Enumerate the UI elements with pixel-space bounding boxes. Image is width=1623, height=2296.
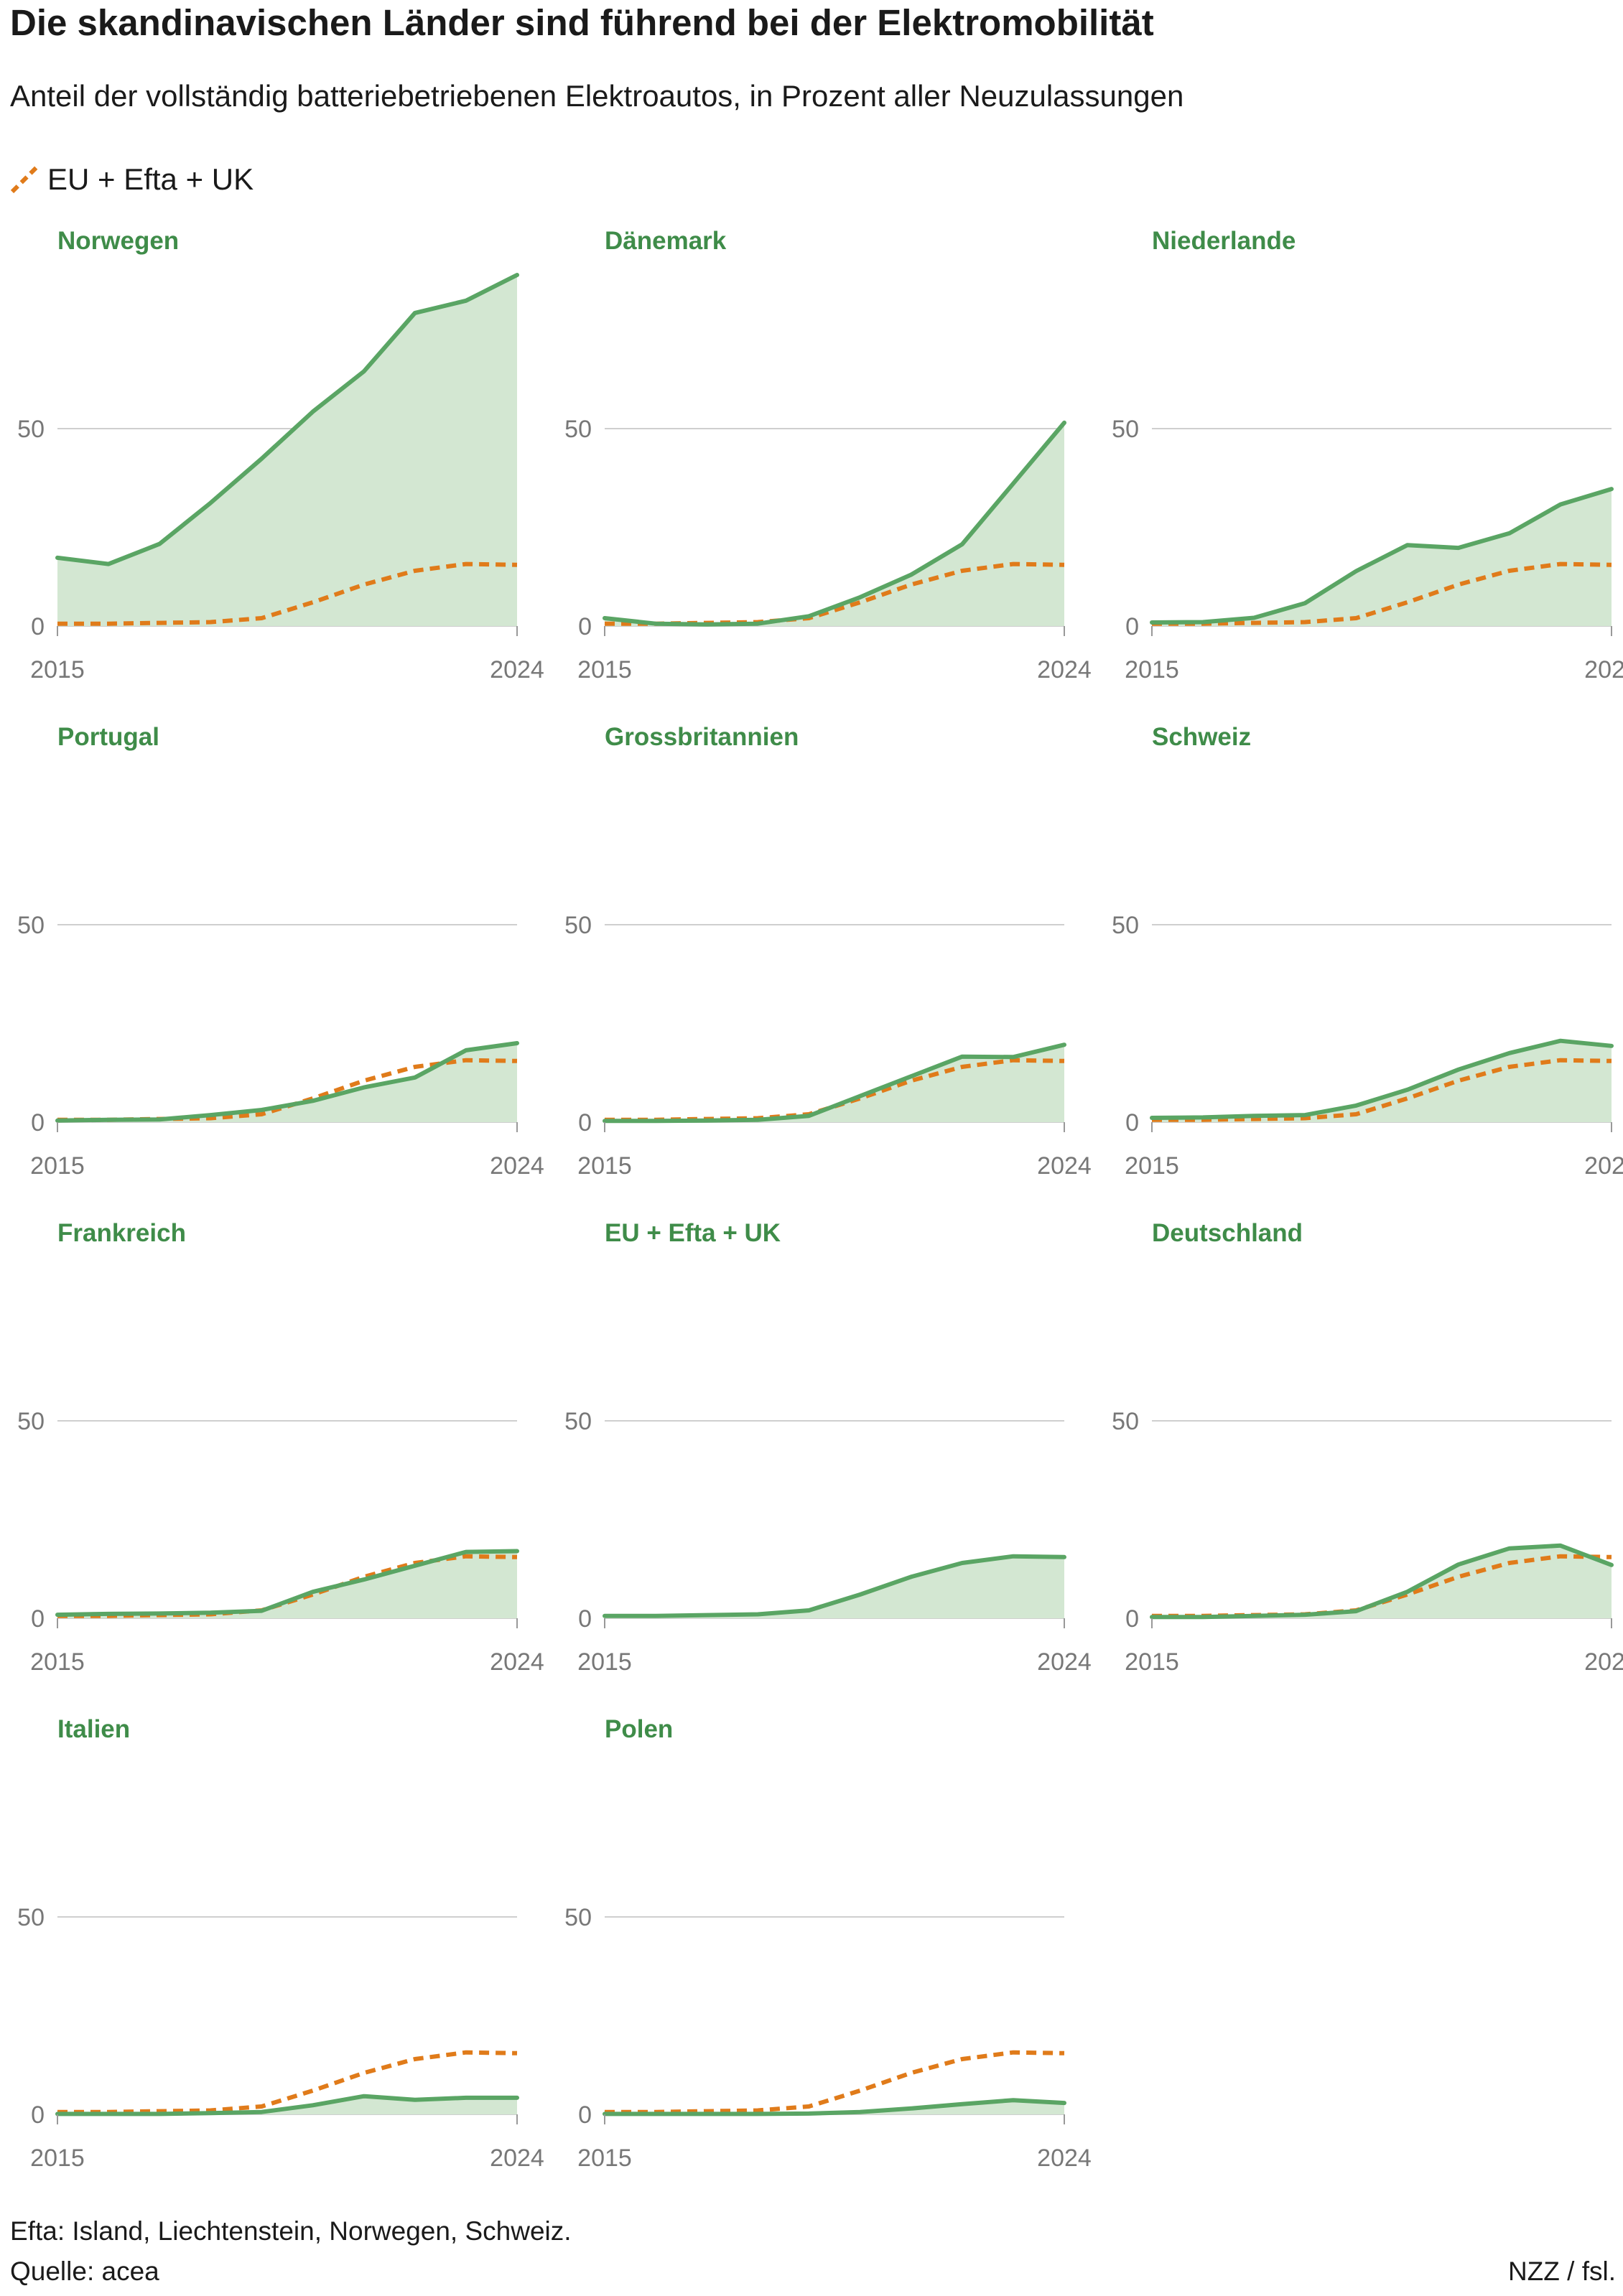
panel-title: Polen — [605, 1715, 673, 1743]
panel-title: Norwegen — [57, 227, 179, 255]
series-line — [1150, 487, 1614, 625]
y-tick-label: 50 — [564, 1904, 592, 1931]
y-tick-label: 50 — [564, 1408, 592, 1435]
y-tick-label: 0 — [1125, 1109, 1139, 1137]
credit: NZZ / fsl. — [1507, 2257, 1616, 2286]
series-area — [605, 1556, 1064, 1618]
y-tick-label: 0 — [1125, 1605, 1139, 1633]
x-tick-label: 2024 — [1037, 656, 1092, 683]
x-tick-label: 2024 — [1584, 1152, 1623, 1180]
chart-title: Die skandinavischen Länder sind führend … — [10, 2, 1154, 43]
y-tick-label: 50 — [17, 416, 45, 443]
series-line — [603, 1042, 1066, 1124]
x-tick-label: 2015 — [577, 2145, 632, 2172]
chart-subtitle: Anteil der vollständig batteriebetrieben… — [10, 79, 1184, 113]
series-line — [55, 1041, 519, 1123]
series-line — [55, 2094, 519, 2117]
panel-title: Deutschland — [1152, 1219, 1303, 1247]
footnote: Efta: Island, Liechtenstein, Norwegen, S… — [10, 2216, 572, 2246]
panel-frankreich: Frankreich 0 50 2015 2024 — [17, 1219, 544, 1676]
panel-schweiz: Schweiz 0 50 2015 2024 — [1112, 723, 1623, 1180]
x-tick-label: 2015 — [577, 1152, 632, 1180]
y-tick-label: 50 — [1112, 416, 1139, 443]
x-tick-label: 2015 — [30, 1152, 85, 1180]
y-tick-label: 0 — [578, 1109, 592, 1137]
panel-grossbritannien: Grossbritannien 0 50 2015 2024 — [564, 723, 1092, 1180]
x-tick-label: 2024 — [1037, 2145, 1092, 2172]
panel-italien: Italien 0 50 2015 2024 — [17, 1715, 544, 2172]
panel-eu-efta-uk: EU + Efta + UK 0 50 2015 2024 — [564, 1219, 1092, 1676]
y-tick-label: 0 — [31, 1605, 45, 1633]
panel-portugal: Portugal 0 50 2015 2024 — [17, 723, 544, 1180]
panel-title: Dänemark — [605, 227, 727, 255]
y-tick-label: 50 — [1112, 912, 1139, 939]
x-tick-label: 2024 — [490, 1648, 544, 1676]
series-line — [55, 1549, 519, 1618]
x-tick-label: 2024 — [1584, 1648, 1623, 1676]
panel-niederlande: Niederlande 0 50 2015 2024 — [1112, 227, 1623, 683]
series-area — [605, 422, 1064, 626]
series-area — [1152, 1545, 1612, 1618]
series-area — [1152, 489, 1612, 626]
panel-title: Grossbritannien — [605, 723, 799, 751]
y-tick-label: 0 — [578, 613, 592, 640]
x-tick-label: 2015 — [577, 656, 632, 683]
panel-deutschland: Deutschland 0 50 2015 2024 — [1112, 1219, 1623, 1676]
x-tick-label: 2015 — [577, 1648, 632, 1676]
x-tick-label: 2024 — [1037, 1152, 1092, 1180]
y-tick-label: 50 — [1112, 1408, 1139, 1435]
y-tick-label: 0 — [31, 2101, 45, 2129]
legend: EU + Efta + UK — [10, 159, 254, 200]
series-area — [57, 1551, 517, 1618]
x-tick-label: 2024 — [490, 2145, 544, 2172]
panel-title: Frankreich — [57, 1219, 186, 1247]
series-line — [603, 1554, 1066, 1618]
panel-title: Portugal — [57, 723, 159, 751]
series-line — [603, 420, 1066, 627]
x-tick-label: 2015 — [30, 656, 85, 683]
series-line — [1150, 1543, 1614, 1620]
panel-title: Schweiz — [1152, 723, 1251, 751]
x-tick-label: 2015 — [1125, 656, 1179, 683]
y-tick-label: 0 — [31, 613, 45, 640]
x-tick-label: 2024 — [490, 656, 544, 683]
y-tick-label: 0 — [578, 1605, 592, 1633]
x-tick-label: 2015 — [1125, 1648, 1179, 1676]
legend-dashed-line-icon — [10, 165, 39, 194]
y-tick-label: 50 — [17, 1408, 45, 1435]
panel-title: Niederlande — [1152, 227, 1296, 255]
series-area — [605, 2100, 1064, 2114]
panel-title: EU + Efta + UK — [605, 1219, 781, 1247]
x-tick-label: 2015 — [30, 1648, 85, 1676]
legend-label: EU + Efta + UK — [47, 162, 254, 196]
panel-polen: Polen 0 50 2015 2024 — [564, 1715, 1092, 2172]
y-tick-label: 50 — [17, 912, 45, 939]
y-tick-label: 0 — [578, 2101, 592, 2129]
series-area — [605, 1045, 1064, 1122]
y-tick-label: 50 — [17, 1904, 45, 1931]
x-tick-label: 2015 — [1125, 1152, 1179, 1180]
series-line — [1150, 1038, 1614, 1120]
y-tick-label: 0 — [1125, 613, 1139, 640]
panel-title: Italien — [57, 1715, 130, 1743]
panel-dänemark: Dänemark 0 50 2015 2024 — [564, 227, 1092, 683]
x-tick-label: 2024 — [1584, 656, 1623, 683]
x-tick-label: 2024 — [1037, 1648, 1092, 1676]
series-line — [603, 2098, 1066, 2117]
series-line — [55, 273, 519, 566]
series-area — [1152, 1040, 1612, 1122]
y-tick-label: 50 — [564, 912, 592, 939]
series-area — [57, 1043, 517, 1122]
source-note: Quelle: acea — [10, 2257, 159, 2286]
y-tick-label: 0 — [31, 1109, 45, 1137]
series-area — [57, 275, 517, 626]
x-tick-label: 2015 — [30, 2145, 85, 2172]
x-tick-label: 2024 — [490, 1152, 544, 1180]
y-tick-label: 50 — [564, 416, 592, 443]
panel-norwegen: Norwegen 0 50 2015 2024 — [17, 227, 544, 683]
